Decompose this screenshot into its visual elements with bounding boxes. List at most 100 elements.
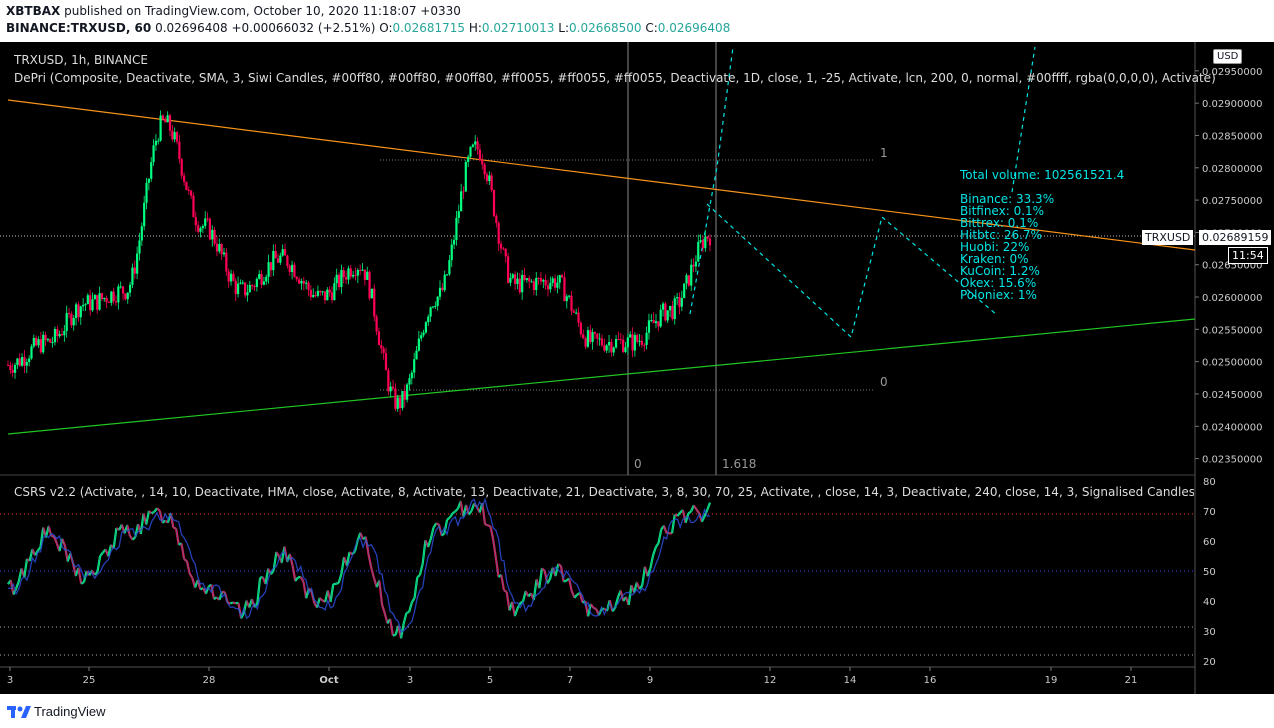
candle-body [112, 291, 115, 302]
osc-axis[interactable]: 80 70 60 50 40 30 20 [1203, 477, 1216, 668]
candle-body [288, 266, 291, 273]
candle-body [319, 290, 322, 293]
time-axis[interactable]: 3 25 28 Oct 3 5 7 9 12 14 16 19 21 [7, 667, 1138, 686]
candle-body [244, 282, 247, 296]
candle-body [164, 119, 167, 123]
candle-body [302, 280, 305, 284]
candle-body [546, 285, 550, 290]
candle-body [18, 358, 21, 366]
candle-body [279, 255, 282, 263]
candle-body [445, 274, 449, 276]
support-trendline[interactable] [7, 318, 1196, 435]
projection-ascend-2[interactable] [1011, 46, 1036, 193]
close-value: 0.02696408 [657, 21, 731, 35]
candle-body [464, 161, 467, 192]
candle-body [523, 274, 526, 280]
candle-body [406, 384, 409, 400]
time-tick-label: 25 [83, 675, 96, 686]
price-series[interactable] [6, 110, 712, 416]
candle-body [640, 340, 644, 345]
candle-body [685, 275, 688, 284]
price-axis[interactable]: 0.02950000 0.02900000 0.02850000 0.02800000… [1195, 67, 1262, 466]
candle-body [89, 295, 92, 311]
time-tick-label: 3 [407, 675, 413, 686]
candle-body [692, 264, 695, 267]
candle-body [79, 306, 82, 318]
candle-body [119, 286, 122, 288]
candle-body [471, 144, 474, 147]
candle-body [398, 397, 402, 409]
candle-body [190, 190, 193, 196]
candle-body [394, 388, 397, 409]
candle-body [251, 285, 254, 287]
candle-body [147, 178, 150, 183]
candle-body [645, 332, 648, 345]
csrs-legend[interactable]: CSRS v2.2 (Activate, , 14, 10, Deactivat… [14, 485, 1194, 499]
candle-body [687, 275, 690, 286]
currency-button[interactable]: USD [1213, 49, 1243, 64]
price-tick-label: 0.02950000 [1202, 67, 1262, 78]
candle-body [612, 347, 615, 353]
candle-body [572, 310, 575, 313]
candle-body [173, 132, 176, 140]
candle-body [241, 282, 244, 284]
candle-body [206, 218, 209, 220]
low-label: L: [558, 21, 570, 35]
volume-item: Binance: 33.3% [960, 192, 1055, 206]
candle-body [236, 283, 240, 294]
candle-body [265, 276, 268, 282]
candle-body [37, 339, 40, 346]
candle-body [72, 318, 75, 326]
candle-body [492, 190, 496, 216]
candle-body [633, 335, 636, 351]
candle-body [298, 279, 301, 284]
osc-signal-line [7, 497, 711, 634]
candle-body [617, 339, 620, 341]
volume-item: Bittrex: 0.1% [960, 216, 1039, 230]
low-value: 0.02668500 [569, 21, 642, 35]
symbol-legend[interactable]: TRXUSD, 1h, BINANCE [14, 53, 148, 67]
candle-body [222, 252, 226, 255]
candle-body [438, 287, 442, 297]
projection-ascend-1[interactable] [689, 46, 734, 315]
last-price-badge: 0.02689159 [1199, 230, 1272, 245]
depri-legend[interactable]: DePri (Composite, Deactivate, SMA, 3, Si… [14, 71, 1216, 85]
candle-body [699, 240, 702, 242]
candle-body [556, 282, 559, 288]
tradingview-logo-icon[interactable] [7, 704, 31, 720]
candle-body [208, 218, 212, 240]
volume-item: Okex: 15.6% [960, 276, 1037, 290]
projection-zigzag[interactable] [706, 203, 998, 339]
candle-body [516, 278, 519, 284]
bar-countdown: 11:54 [1228, 247, 1268, 264]
candle-body [260, 274, 263, 285]
chart-area[interactable]: 0.02950000 0.02900000 0.02850000 0.02800000… [0, 42, 1274, 694]
candle-body [509, 277, 512, 283]
candle-body [694, 261, 698, 267]
candle-body [607, 341, 611, 346]
candle-body [650, 320, 653, 322]
volume-item: Huobi: 22% [960, 240, 1030, 254]
candle-body [474, 141, 477, 145]
candle-body [568, 295, 571, 297]
candle-body [537, 277, 540, 279]
candle-body [657, 321, 660, 327]
candle-body [65, 312, 68, 331]
candle-body [518, 278, 521, 293]
tradingview-brand[interactable]: TradingView [34, 704, 106, 719]
candle-body [154, 140, 158, 146]
candle-body [408, 378, 411, 385]
oscillator-series[interactable] [7, 497, 712, 639]
candle-body [255, 278, 258, 287]
chart-canvas[interactable]: 0.02950000 0.02900000 0.02850000 0.02800000… [0, 42, 1274, 694]
candle-body [56, 329, 59, 337]
candle-body [49, 339, 52, 343]
author-name[interactable]: XBTBAX [6, 4, 61, 18]
time-tick-label: 3 [7, 675, 13, 686]
candle-body [593, 332, 597, 334]
candle-body [63, 330, 66, 336]
candle-body [314, 295, 317, 297]
resistance-trendline[interactable] [7, 99, 1196, 251]
candle-body [600, 338, 604, 346]
candle-body [502, 248, 505, 250]
